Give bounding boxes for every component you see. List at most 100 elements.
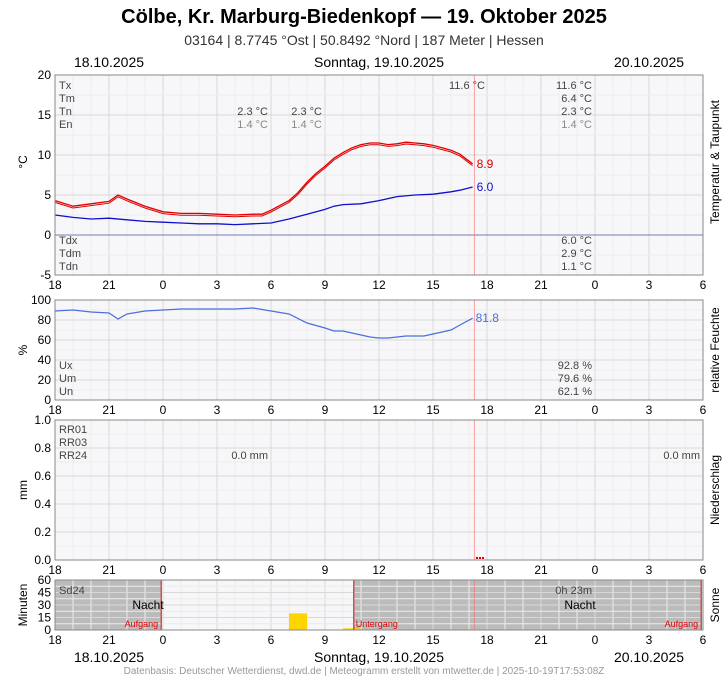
y-tick-label: 0.2 — [34, 525, 51, 539]
precip-trace-marker — [479, 557, 481, 559]
x-tick-label: 18 — [48, 633, 62, 647]
y-axis-label: Minuten — [16, 584, 30, 627]
sd24-value: 0h 23m — [555, 585, 592, 597]
precip-trace-marker — [476, 557, 478, 559]
y-tick-label: 10 — [38, 148, 52, 162]
sunshine-bar — [343, 628, 361, 630]
x-tick-label: 18 — [48, 563, 62, 577]
station-subtitle: 03164 | 8.7745 °Ost | 50.8492 °Nord | 18… — [184, 32, 544, 48]
x-tick-label: 3 — [214, 278, 221, 292]
data-credit: Datenbasis: Deutscher Wetterdienst, dwd.… — [123, 666, 605, 677]
x-tick-label: 12 — [372, 278, 386, 292]
x-tick-label: 12 — [372, 633, 386, 647]
x-tick-label: 0 — [160, 563, 167, 577]
x-tick-label: 6 — [700, 403, 707, 417]
stat-value-tn-1: 2.3 °C — [237, 106, 268, 118]
rr24-value-2: 0.0 mm — [663, 450, 700, 462]
x-tick-label: 15 — [426, 278, 440, 292]
series-line-temperature-min — [54, 143, 473, 218]
x-tick-label: 18 — [48, 278, 62, 292]
end-value-label: 6.0 — [477, 180, 494, 194]
stat-label-un: Un — [59, 386, 73, 398]
stat-value-um: 79.6 % — [558, 373, 592, 385]
y-tick-label: -5 — [40, 268, 51, 282]
y-tick-label: 60 — [38, 573, 52, 587]
x-tick-label: 0 — [160, 633, 167, 647]
x-tick-label: 9 — [322, 633, 329, 647]
stat-value-en-1: 1.4 °C — [237, 119, 268, 131]
x-tick-label: 6 — [268, 403, 275, 417]
rr24-value-1: 0.0 mm — [231, 450, 268, 462]
night-label-2: Nacht — [564, 598, 596, 612]
x-tick-label: 6 — [268, 633, 275, 647]
stat-label-tdn: Tdn — [59, 261, 78, 273]
x-tick-label: 15 — [426, 403, 440, 417]
date-right-top: 20.10.2025 — [614, 54, 684, 70]
x-tick-label: 0 — [592, 403, 599, 417]
y-tick-label: 0 — [44, 623, 51, 637]
x-tick-label: 6 — [700, 633, 707, 647]
x-tick-label: 18 — [480, 633, 494, 647]
end-value-label: 81.8 — [476, 311, 500, 325]
x-tick-label: 21 — [102, 403, 116, 417]
stat-label-en: En — [59, 119, 72, 131]
x-tick-label: 3 — [646, 278, 653, 292]
x-tick-label: 18 — [480, 403, 494, 417]
x-tick-label: 0 — [592, 563, 599, 577]
sunrise-label: Aufgang — [125, 619, 159, 629]
y-tick-label: 0 — [44, 393, 51, 407]
stat-value-tdx: 6.0 °C — [561, 235, 592, 247]
x-tick-label: 21 — [534, 278, 548, 292]
x-tick-label: 3 — [214, 633, 221, 647]
x-tick-label: 3 — [646, 633, 653, 647]
panel-title: Niederschlag — [708, 455, 722, 525]
y-tick-label: 15 — [38, 611, 52, 625]
y-tick-label: 0 — [44, 228, 51, 242]
x-tick-label: 18 — [480, 563, 494, 577]
x-tick-label: 21 — [534, 563, 548, 577]
y-tick-label: 45 — [38, 586, 52, 600]
stat-value-right: 11.6 °C — [556, 80, 592, 92]
x-tick-label: 0 — [592, 278, 599, 292]
end-value-label: 8.9 — [477, 157, 494, 171]
y-axis-label: °C — [16, 155, 30, 169]
date-left-bottom: 18.10.2025 — [74, 649, 144, 665]
x-tick-label: 21 — [534, 633, 548, 647]
y-tick-label: 5 — [44, 188, 51, 202]
x-tick-label: 18 — [48, 403, 62, 417]
stat-value-right: 2.3 °C — [561, 106, 592, 118]
date-center-top: Sonntag, 19.10.2025 — [314, 54, 444, 70]
y-tick-label: 0.0 — [34, 553, 51, 567]
stat-value-tdm: 2.9 °C — [561, 248, 592, 260]
x-tick-label: 15 — [426, 563, 440, 577]
x-tick-label: 21 — [102, 633, 116, 647]
y-tick-label: 0.6 — [34, 469, 51, 483]
series-line-dewpoint — [54, 186, 473, 226]
x-tick-label: 9 — [322, 563, 329, 577]
x-tick-label: 0 — [592, 633, 599, 647]
night-label-1: Nacht — [132, 598, 164, 612]
y-tick-label: 100 — [31, 293, 51, 307]
precip-label-rr03: RR03 — [59, 437, 87, 449]
stat-value-ux: 92.8 % — [558, 360, 592, 372]
stat-value-right: 6.4 °C — [561, 93, 592, 105]
y-tick-label: 15 — [38, 108, 52, 122]
stat-label-tdx: Tdx — [59, 235, 78, 247]
x-tick-label: 3 — [214, 403, 221, 417]
stat-value-un: 62.1 % — [558, 386, 592, 398]
x-tick-label: 0 — [160, 403, 167, 417]
x-tick-label: 21 — [102, 563, 116, 577]
x-tick-label: 18 — [480, 278, 494, 292]
y-tick-label: 0.8 — [34, 441, 51, 455]
x-tick-label: 6 — [268, 278, 275, 292]
x-tick-label: 9 — [322, 403, 329, 417]
x-tick-label: 6 — [268, 563, 275, 577]
page-title: Cölbe, Kr. Marburg-Biedenkopf — 19. Okto… — [121, 6, 607, 28]
y-tick-label: 0.4 — [34, 497, 51, 511]
panel-frame — [54, 419, 704, 561]
stat-label-tn: Tn — [59, 106, 72, 118]
